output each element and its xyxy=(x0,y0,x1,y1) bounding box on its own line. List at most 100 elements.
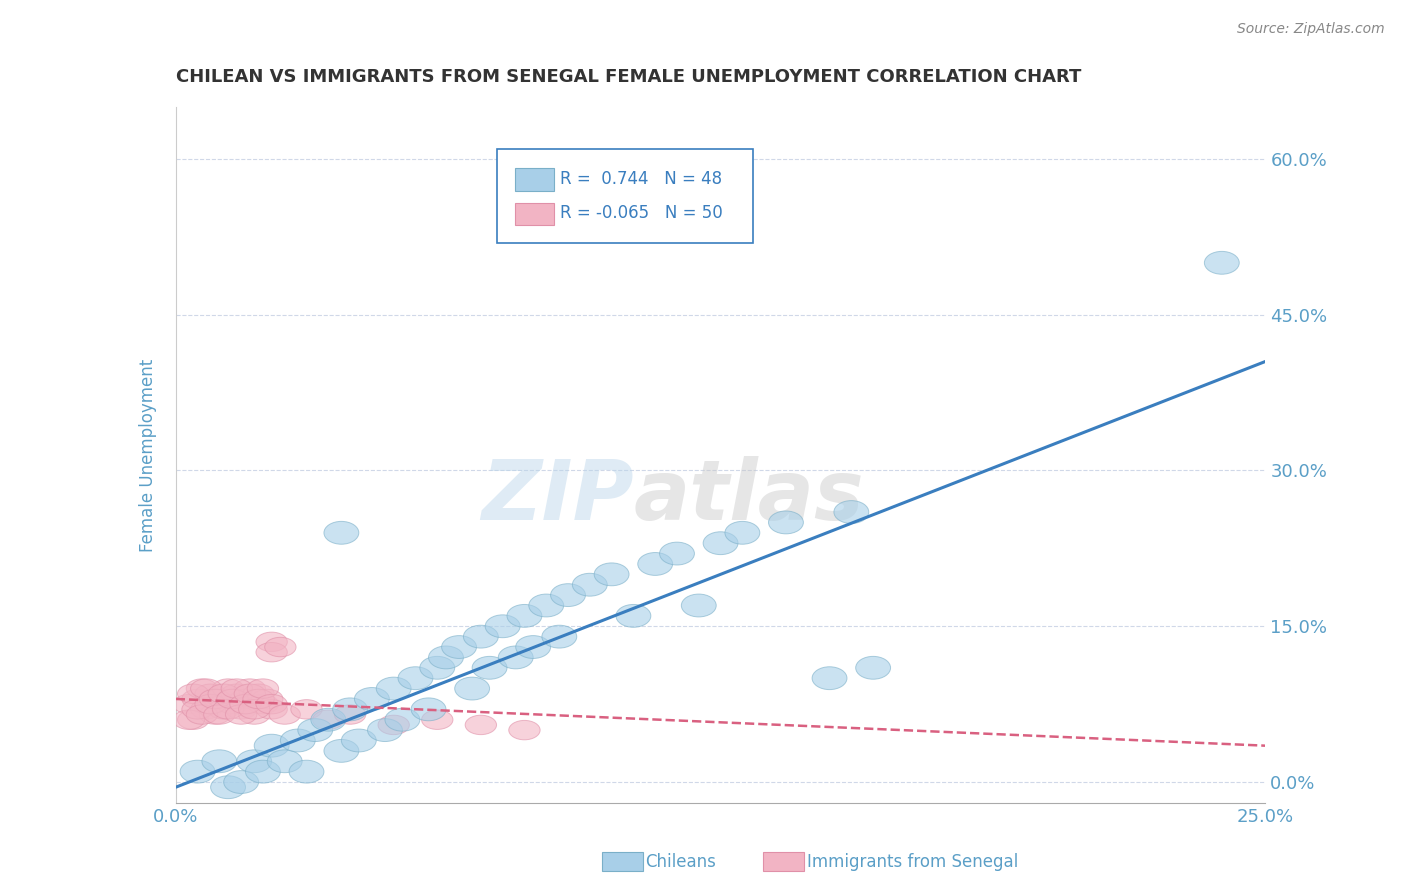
Ellipse shape xyxy=(195,684,226,704)
Ellipse shape xyxy=(834,500,869,524)
Text: atlas: atlas xyxy=(633,456,865,537)
Ellipse shape xyxy=(323,522,359,544)
Ellipse shape xyxy=(243,690,274,708)
Ellipse shape xyxy=(235,684,266,704)
Ellipse shape xyxy=(422,710,453,730)
Ellipse shape xyxy=(264,637,297,657)
Ellipse shape xyxy=(572,574,607,596)
Y-axis label: Female Unemployment: Female Unemployment xyxy=(139,359,157,551)
Ellipse shape xyxy=(225,699,257,719)
Ellipse shape xyxy=(195,695,226,714)
Ellipse shape xyxy=(551,583,585,607)
Ellipse shape xyxy=(312,710,344,730)
Ellipse shape xyxy=(290,760,323,783)
Ellipse shape xyxy=(191,699,222,719)
Ellipse shape xyxy=(595,563,628,586)
Ellipse shape xyxy=(177,710,209,730)
Ellipse shape xyxy=(311,708,346,731)
Ellipse shape xyxy=(378,715,409,735)
Ellipse shape xyxy=(464,625,498,648)
Ellipse shape xyxy=(204,705,235,724)
Ellipse shape xyxy=(472,657,508,679)
Ellipse shape xyxy=(659,542,695,565)
Ellipse shape xyxy=(252,690,283,708)
Ellipse shape xyxy=(208,699,239,719)
Ellipse shape xyxy=(212,679,243,698)
Ellipse shape xyxy=(354,688,389,710)
Ellipse shape xyxy=(246,760,280,783)
Ellipse shape xyxy=(212,699,243,719)
Ellipse shape xyxy=(703,532,738,555)
Ellipse shape xyxy=(181,699,214,719)
Text: R =  0.744   N = 48: R = 0.744 N = 48 xyxy=(561,169,723,187)
Ellipse shape xyxy=(298,719,333,741)
Ellipse shape xyxy=(411,698,446,721)
FancyBboxPatch shape xyxy=(515,203,554,226)
Ellipse shape xyxy=(256,642,287,662)
Ellipse shape xyxy=(235,679,266,698)
Ellipse shape xyxy=(180,760,215,783)
Ellipse shape xyxy=(202,750,236,772)
Ellipse shape xyxy=(211,776,246,798)
Ellipse shape xyxy=(221,684,253,704)
Text: Chileans: Chileans xyxy=(645,853,716,871)
Ellipse shape xyxy=(420,657,454,679)
Ellipse shape xyxy=(1205,252,1239,274)
Ellipse shape xyxy=(323,739,359,763)
Ellipse shape xyxy=(616,605,651,627)
Ellipse shape xyxy=(267,750,302,772)
Ellipse shape xyxy=(377,677,411,700)
Ellipse shape xyxy=(280,729,315,752)
Ellipse shape xyxy=(236,750,271,772)
Ellipse shape xyxy=(485,615,520,638)
Ellipse shape xyxy=(204,690,235,708)
Ellipse shape xyxy=(243,684,274,704)
Ellipse shape xyxy=(208,684,239,704)
Ellipse shape xyxy=(186,705,218,724)
Ellipse shape xyxy=(498,646,533,669)
Text: Immigrants from Senegal: Immigrants from Senegal xyxy=(807,853,1018,871)
Ellipse shape xyxy=(508,605,541,627)
Ellipse shape xyxy=(186,679,218,698)
Ellipse shape xyxy=(229,695,262,714)
Ellipse shape xyxy=(516,636,551,658)
Ellipse shape xyxy=(342,729,377,752)
Ellipse shape xyxy=(638,552,672,575)
FancyBboxPatch shape xyxy=(498,149,754,243)
Ellipse shape xyxy=(398,666,433,690)
Ellipse shape xyxy=(239,699,270,719)
Ellipse shape xyxy=(529,594,564,617)
Ellipse shape xyxy=(441,636,477,658)
FancyBboxPatch shape xyxy=(515,169,554,191)
Ellipse shape xyxy=(465,715,496,735)
Ellipse shape xyxy=(541,625,576,648)
Ellipse shape xyxy=(291,699,322,719)
Ellipse shape xyxy=(725,522,759,544)
Ellipse shape xyxy=(367,719,402,741)
Ellipse shape xyxy=(177,684,209,704)
Ellipse shape xyxy=(247,679,278,698)
Ellipse shape xyxy=(173,710,204,730)
Ellipse shape xyxy=(385,708,420,731)
Text: ZIP: ZIP xyxy=(481,456,633,537)
Ellipse shape xyxy=(217,690,247,708)
Text: Source: ZipAtlas.com: Source: ZipAtlas.com xyxy=(1237,22,1385,37)
Ellipse shape xyxy=(191,679,222,698)
Ellipse shape xyxy=(224,771,259,794)
Ellipse shape xyxy=(256,632,287,651)
Ellipse shape xyxy=(181,690,214,708)
Ellipse shape xyxy=(335,705,366,724)
Text: R = -0.065   N = 50: R = -0.065 N = 50 xyxy=(561,204,723,222)
Ellipse shape xyxy=(221,679,253,698)
Text: CHILEAN VS IMMIGRANTS FROM SENEGAL FEMALE UNEMPLOYMENT CORRELATION CHART: CHILEAN VS IMMIGRANTS FROM SENEGAL FEMAL… xyxy=(176,68,1081,86)
Ellipse shape xyxy=(200,705,231,724)
Ellipse shape xyxy=(254,734,290,757)
Ellipse shape xyxy=(769,511,803,533)
Ellipse shape xyxy=(239,705,270,724)
Ellipse shape xyxy=(229,690,262,708)
Ellipse shape xyxy=(856,657,890,679)
Ellipse shape xyxy=(247,695,278,714)
Ellipse shape xyxy=(333,698,367,721)
Ellipse shape xyxy=(256,699,287,719)
Ellipse shape xyxy=(217,695,247,714)
